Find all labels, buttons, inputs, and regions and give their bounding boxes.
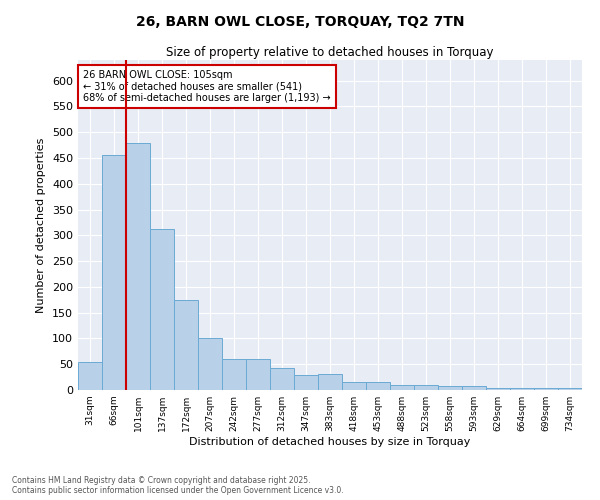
Bar bbox=[342, 382, 366, 390]
Bar bbox=[462, 386, 486, 390]
Bar bbox=[486, 388, 510, 390]
Bar bbox=[150, 229, 174, 390]
Bar bbox=[366, 382, 390, 390]
Text: Contains HM Land Registry data © Crown copyright and database right 2025.
Contai: Contains HM Land Registry data © Crown c… bbox=[12, 476, 344, 495]
X-axis label: Distribution of detached houses by size in Torquay: Distribution of detached houses by size … bbox=[190, 437, 470, 447]
Title: Size of property relative to detached houses in Torquay: Size of property relative to detached ho… bbox=[166, 46, 494, 59]
Bar bbox=[174, 300, 198, 390]
Bar bbox=[102, 156, 126, 390]
Bar bbox=[78, 362, 102, 390]
Bar bbox=[246, 359, 270, 390]
Bar bbox=[414, 385, 438, 390]
Bar bbox=[318, 374, 342, 390]
Bar bbox=[294, 374, 318, 390]
Bar bbox=[558, 388, 582, 390]
Bar bbox=[534, 388, 558, 390]
Bar bbox=[438, 386, 462, 390]
Bar bbox=[198, 338, 222, 390]
Bar bbox=[270, 368, 294, 390]
Bar bbox=[222, 359, 246, 390]
Bar bbox=[126, 142, 150, 390]
Bar bbox=[510, 388, 534, 390]
Y-axis label: Number of detached properties: Number of detached properties bbox=[37, 138, 46, 312]
Text: 26, BARN OWL CLOSE, TORQUAY, TQ2 7TN: 26, BARN OWL CLOSE, TORQUAY, TQ2 7TN bbox=[136, 15, 464, 29]
Text: 26 BARN OWL CLOSE: 105sqm
← 31% of detached houses are smaller (541)
68% of semi: 26 BARN OWL CLOSE: 105sqm ← 31% of detac… bbox=[83, 70, 331, 103]
Bar bbox=[390, 385, 414, 390]
